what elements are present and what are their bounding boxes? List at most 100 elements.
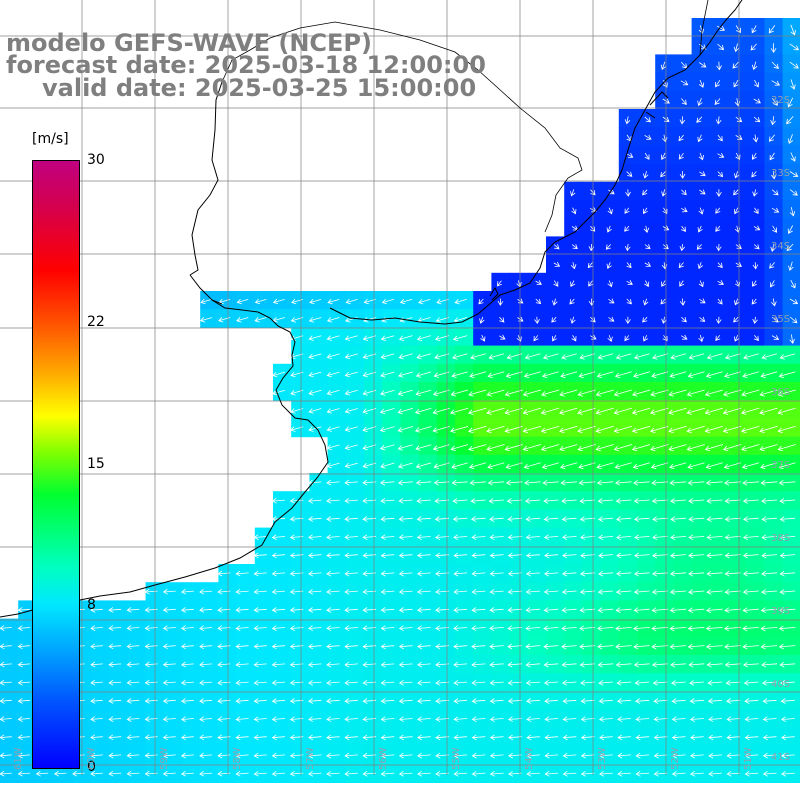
wind-arrow — [508, 734, 522, 741]
wind-arrow — [607, 207, 613, 215]
wind-arrow — [144, 588, 158, 595]
wind-arrow — [344, 625, 358, 632]
wind-arrow — [380, 534, 395, 541]
wind-arrow — [526, 770, 540, 777]
wind-arrow — [644, 152, 650, 160]
wind-arrow — [543, 661, 559, 668]
wind-arrow — [526, 716, 540, 723]
wind-arrow — [706, 552, 723, 559]
wind-arrow — [380, 698, 395, 704]
wind-arrow — [499, 316, 505, 323]
wind-arrow — [608, 316, 615, 322]
wind-arrow — [661, 189, 667, 197]
wind-arrow — [751, 171, 757, 178]
wind-arrow — [681, 316, 687, 323]
wind-arrow — [533, 335, 539, 342]
wind-arrow — [144, 734, 158, 741]
wind-arrow — [180, 734, 194, 741]
wind-arrow — [580, 734, 595, 741]
wind-arrow — [579, 661, 595, 668]
wind-arrow — [626, 171, 633, 177]
wind-arrow — [644, 134, 652, 140]
wind-speed-cell — [709, 327, 729, 347]
wind-arrow — [598, 534, 614, 541]
wind-speed-cell — [728, 309, 747, 328]
wind-arrow — [561, 353, 577, 360]
wind-arrow — [308, 752, 322, 759]
wind-arrow — [525, 516, 541, 522]
wind-speed-cell — [746, 400, 765, 419]
wind-arrow — [631, 444, 651, 452]
wind-arrow — [397, 389, 413, 396]
wind-speed-cell — [618, 218, 638, 237]
borders — [221, 0, 709, 233]
wind-arrow — [705, 625, 723, 632]
wind-arrow — [478, 298, 484, 305]
wind-arrow — [308, 317, 322, 323]
wind-arrow — [72, 770, 85, 777]
wind-arrow — [679, 243, 686, 252]
wind-arrow — [108, 679, 122, 686]
wind-arrow — [417, 607, 431, 613]
wind-arrow — [626, 262, 632, 269]
wind-arrow — [789, 189, 798, 196]
wind-arrow — [507, 552, 522, 559]
wind-arrow — [705, 371, 723, 379]
wind-speed-cell — [746, 363, 765, 383]
wind-arrow — [668, 389, 687, 397]
wind-speed-cell — [764, 145, 784, 165]
wind-speed-cell — [582, 400, 602, 419]
wind-speed-cell — [655, 418, 674, 438]
wind-arrow — [542, 371, 559, 379]
wind-arrow — [762, 734, 777, 741]
wind-arrow — [0, 661, 12, 668]
wind-speed-cell — [782, 181, 800, 201]
wind-arrow — [562, 752, 577, 759]
wind-arrow — [626, 152, 634, 158]
wind-arrow — [724, 661, 741, 668]
wind-arrow — [236, 317, 249, 323]
wind-speed-cell — [491, 272, 511, 292]
latitude-label: 36S — [771, 387, 791, 398]
wind-arrow — [326, 679, 340, 686]
wind-arrow — [553, 244, 560, 250]
wind-arrow — [616, 570, 632, 577]
wind-arrow — [525, 625, 541, 632]
wind-arrow — [326, 716, 340, 723]
wind-arrow — [398, 661, 413, 668]
wind-arrow — [762, 698, 777, 704]
wind-arrow — [724, 625, 741, 632]
wind-arrow — [722, 425, 742, 434]
wind-arrow — [344, 734, 358, 741]
wind-arrow — [697, 134, 703, 143]
wind-arrow — [544, 734, 559, 741]
wind-arrow — [398, 770, 413, 777]
wind-arrow — [380, 607, 395, 613]
wind-arrow — [453, 552, 468, 559]
wind-arrow — [779, 534, 796, 541]
wind-arrow — [398, 752, 413, 759]
wind-speed-cell — [491, 400, 511, 419]
wind-arrow — [308, 770, 322, 777]
wind-arrow — [717, 152, 725, 158]
wind-arrow — [753, 207, 759, 215]
wind-arrow — [633, 643, 650, 650]
wind-arrow — [590, 225, 596, 232]
wind-arrow — [762, 716, 777, 723]
wind-arrow — [551, 316, 557, 323]
wind-arrow — [741, 444, 760, 452]
wind-arrow — [540, 407, 560, 415]
wind-arrow — [569, 298, 575, 305]
wind-arrow — [631, 407, 651, 415]
wind-arrow — [597, 643, 614, 650]
wind-arrow — [379, 444, 395, 451]
wind-arrow — [524, 498, 541, 504]
colorbar-unit: [m/s] — [32, 131, 69, 147]
wind-arrow — [326, 516, 340, 522]
wind-arrow — [770, 116, 776, 126]
wind-arrow — [680, 334, 688, 340]
wind-arrow — [686, 425, 705, 434]
wind-arrow — [634, 552, 650, 559]
wind-arrow — [688, 589, 705, 595]
wind-arrow — [724, 643, 741, 650]
